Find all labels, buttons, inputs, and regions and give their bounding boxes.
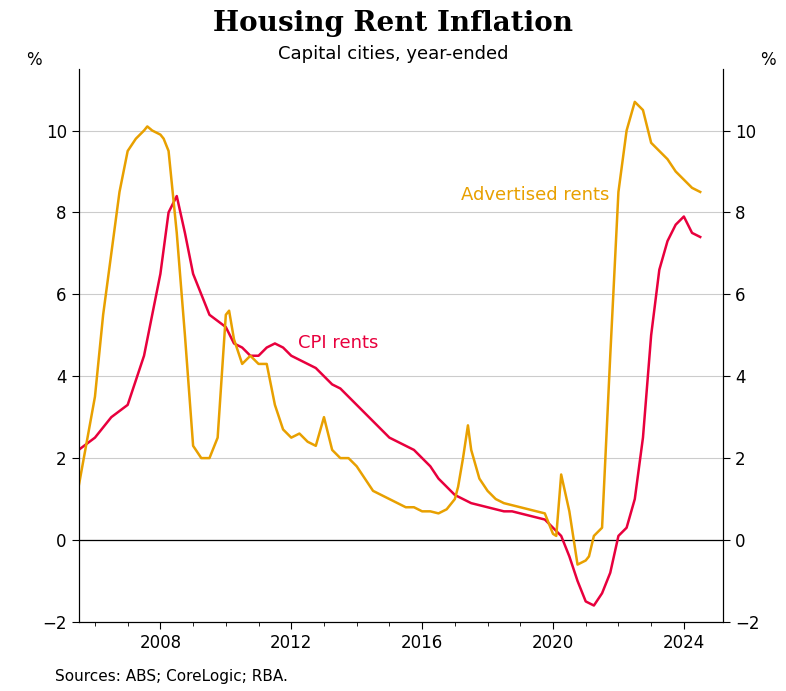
Text: Capital cities, year-ended: Capital cities, year-ended bbox=[277, 45, 509, 63]
Text: %: % bbox=[26, 51, 42, 69]
Text: %: % bbox=[760, 51, 776, 69]
Text: Advertised rents: Advertised rents bbox=[461, 186, 610, 204]
Text: CPI rents: CPI rents bbox=[298, 334, 378, 352]
Text: Housing Rent Inflation: Housing Rent Inflation bbox=[213, 10, 573, 37]
Text: Sources: ABS; CoreLogic; RBA.: Sources: ABS; CoreLogic; RBA. bbox=[55, 669, 288, 684]
